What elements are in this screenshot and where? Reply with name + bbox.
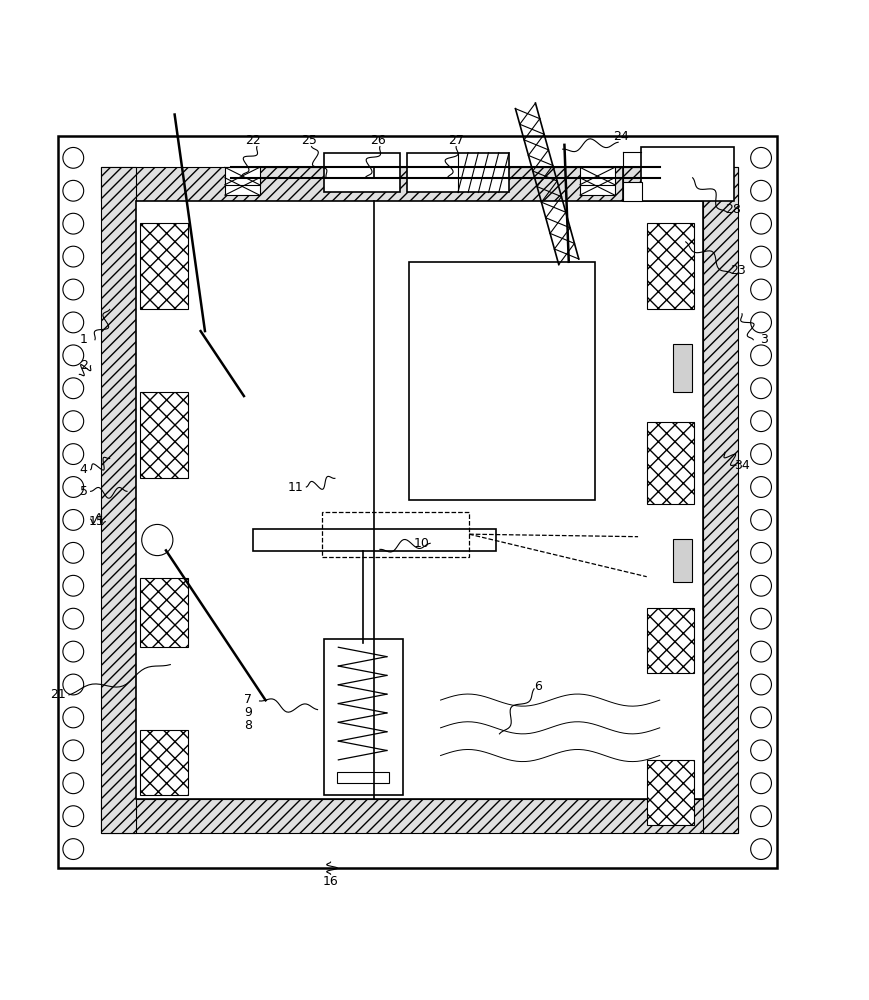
Bar	[673, 344, 692, 392]
Circle shape	[751, 213, 772, 234]
Text: 23: 23	[730, 264, 746, 277]
Circle shape	[751, 773, 772, 794]
Text: 9: 9	[244, 706, 252, 719]
Text: 21: 21	[50, 688, 65, 701]
Bar	[136, 201, 703, 799]
Circle shape	[63, 378, 83, 399]
Bar	[140, 730, 188, 795]
Circle shape	[751, 542, 772, 563]
Text: 5: 5	[80, 485, 88, 498]
Circle shape	[63, 312, 83, 333]
Circle shape	[751, 477, 772, 497]
Circle shape	[63, 773, 83, 794]
Text: 10: 10	[414, 537, 429, 550]
Circle shape	[63, 641, 83, 662]
Text: 7: 7	[244, 693, 252, 706]
Circle shape	[142, 524, 173, 556]
Circle shape	[751, 740, 772, 761]
Text: 4: 4	[80, 463, 88, 476]
Circle shape	[751, 806, 772, 827]
Circle shape	[751, 674, 772, 695]
Circle shape	[751, 608, 772, 629]
Bar	[623, 182, 642, 201]
Text: 28: 28	[726, 203, 741, 216]
Bar	[336, 772, 388, 783]
Bar	[673, 539, 692, 582]
Bar	[101, 167, 136, 833]
Bar	[647, 760, 694, 825]
Circle shape	[63, 147, 83, 168]
Circle shape	[63, 246, 83, 267]
Circle shape	[751, 246, 772, 267]
Circle shape	[751, 312, 772, 333]
Bar	[647, 608, 694, 673]
Text: 6: 6	[534, 680, 542, 693]
Bar	[140, 223, 188, 309]
Circle shape	[751, 575, 772, 596]
Circle shape	[63, 279, 83, 300]
Circle shape	[63, 740, 83, 761]
Bar	[580, 167, 614, 185]
Circle shape	[751, 641, 772, 662]
Bar	[253, 529, 495, 551]
Circle shape	[63, 345, 83, 366]
Bar	[140, 578, 188, 647]
Text: 16: 16	[322, 875, 338, 888]
Circle shape	[63, 510, 83, 530]
Text: 3: 3	[760, 333, 767, 346]
Circle shape	[751, 180, 772, 201]
Circle shape	[63, 180, 83, 201]
Text: 24: 24	[613, 130, 628, 143]
Bar	[140, 392, 188, 478]
Circle shape	[63, 674, 83, 695]
Bar	[323, 153, 400, 192]
Circle shape	[63, 707, 83, 728]
Bar	[647, 223, 694, 309]
Circle shape	[751, 147, 772, 168]
Text: 1: 1	[80, 333, 88, 346]
Bar	[647, 422, 694, 504]
Circle shape	[63, 411, 83, 432]
Circle shape	[63, 477, 83, 497]
Text: 27: 27	[448, 134, 464, 147]
Bar	[580, 178, 614, 195]
Circle shape	[751, 444, 772, 464]
Circle shape	[63, 542, 83, 563]
Circle shape	[751, 378, 772, 399]
Circle shape	[63, 839, 83, 859]
Text: 25: 25	[301, 134, 317, 147]
Bar	[323, 639, 403, 795]
Bar	[57, 136, 777, 868]
Bar	[408, 262, 594, 500]
Circle shape	[751, 411, 772, 432]
Bar	[101, 167, 738, 201]
Bar	[225, 167, 260, 185]
Circle shape	[63, 608, 83, 629]
Text: 22: 22	[245, 134, 261, 147]
Bar	[703, 167, 738, 833]
Circle shape	[63, 444, 83, 464]
Bar	[225, 178, 260, 195]
Bar	[322, 512, 469, 557]
Bar	[101, 799, 738, 833]
Circle shape	[751, 510, 772, 530]
Circle shape	[751, 279, 772, 300]
Bar	[407, 153, 509, 192]
Text: 15: 15	[89, 515, 104, 528]
Circle shape	[63, 575, 83, 596]
Text: 8: 8	[244, 719, 252, 732]
Circle shape	[63, 213, 83, 234]
Circle shape	[751, 345, 772, 366]
Text: 26: 26	[370, 134, 386, 147]
Circle shape	[63, 806, 83, 827]
Text: 2: 2	[80, 359, 88, 372]
Text: 34: 34	[734, 459, 750, 472]
Circle shape	[751, 707, 772, 728]
Text: 11: 11	[288, 481, 304, 494]
Bar	[640, 147, 734, 201]
Circle shape	[751, 839, 772, 859]
